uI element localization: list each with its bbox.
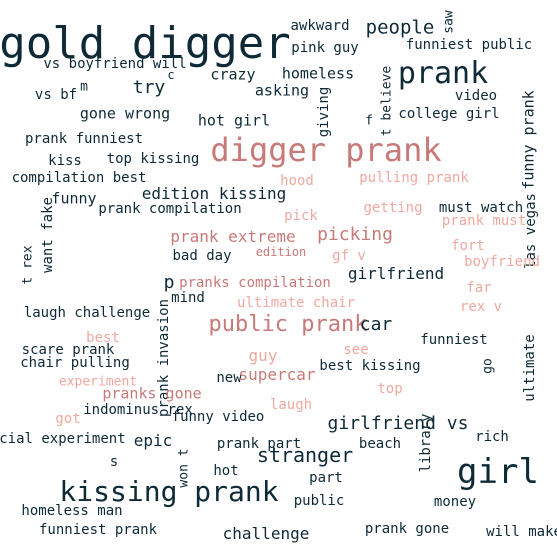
cloud-word: chair pulling xyxy=(20,355,130,371)
cloud-word: gf v xyxy=(332,248,366,264)
cloud-word: pranks gone xyxy=(102,384,202,403)
cloud-word: mind xyxy=(171,290,205,306)
cloud-word: gone wrong xyxy=(79,104,171,123)
cloud-word: hot xyxy=(213,463,239,479)
cloud-word: money xyxy=(433,494,477,510)
cloud-word: must watch xyxy=(438,200,524,216)
cloud-word: pranks compilation xyxy=(179,275,331,291)
cloud-word: people xyxy=(365,16,435,39)
cloud-word: best kissing xyxy=(319,358,421,374)
cloud-word: car xyxy=(359,314,393,335)
cloud-word: pulling prank xyxy=(359,170,469,186)
cloud-word: rich xyxy=(475,429,509,445)
cloud-word: ultimate chair xyxy=(236,295,356,311)
cloud-word: funny xyxy=(51,189,97,208)
cloud-word: awkward xyxy=(290,18,350,34)
cloud-word: homeless xyxy=(281,64,355,83)
cloud-word: edition xyxy=(255,245,307,259)
cloud-word: pink guy xyxy=(291,40,359,56)
cloud-word: gold digger xyxy=(0,18,291,69)
cloud-word: kiss xyxy=(48,153,82,169)
cloud-word: girlfriend vs xyxy=(327,413,469,434)
cloud-word: getting xyxy=(363,200,423,216)
cloud-word: edition kissing xyxy=(141,184,287,203)
cloud-word: top xyxy=(377,381,403,397)
cloud-word: saw xyxy=(441,10,457,34)
cloud-word: vs bf xyxy=(34,87,78,103)
cloud-word: kissing prank xyxy=(59,475,279,508)
cloud-word: scare prank xyxy=(21,342,115,358)
cloud-word: video xyxy=(454,88,498,104)
cloud-word: prank xyxy=(397,56,489,91)
cloud-word: ultimate xyxy=(522,334,538,402)
cloud-word: prank gone xyxy=(364,521,450,537)
cloud-word: stranger xyxy=(256,443,354,467)
cloud-word: m xyxy=(80,79,88,95)
cloud-word: go xyxy=(480,358,496,374)
cloud-word: top kissing xyxy=(106,151,200,167)
cloud-word: asking xyxy=(254,81,310,100)
cloud-word: rex v xyxy=(459,299,503,315)
cloud-word: hood xyxy=(280,173,314,189)
cloud-word: new xyxy=(216,370,242,386)
cloud-word: library xyxy=(418,413,434,473)
cloud-word: prank must xyxy=(441,213,527,229)
cloud-word: part xyxy=(309,470,343,486)
cloud-word: fort xyxy=(451,238,485,254)
cloud-word: challenge xyxy=(222,524,310,543)
cloud-word: homeless man xyxy=(21,503,123,519)
cloud-word: won t xyxy=(176,448,192,488)
cloud-word: supercar xyxy=(238,365,316,384)
cloud-word: social experiment xyxy=(0,431,126,447)
cloud-word: public prank xyxy=(208,312,368,337)
cloud-word: crazy xyxy=(210,65,256,84)
cloud-word: compilation best xyxy=(11,170,147,186)
cloud-word: laugh challenge xyxy=(23,305,151,321)
cloud-word: boyfriend xyxy=(464,254,540,270)
cloud-word: funniest xyxy=(420,332,488,348)
cloud-word: girl xyxy=(457,452,539,492)
cloud-word: prank part xyxy=(216,436,302,452)
cloud-word: laugh xyxy=(269,397,313,413)
cloud-word: bad day xyxy=(172,248,232,264)
cloud-word: indominus rex xyxy=(83,402,193,418)
cloud-word: prank funniest xyxy=(24,131,144,147)
cloud-word: will make xyxy=(486,524,557,540)
cloud-word: s xyxy=(109,454,119,470)
cloud-word: picking xyxy=(317,224,393,245)
cloud-word: got xyxy=(55,411,81,427)
cloud-word: pick xyxy=(284,208,318,224)
cloud-word: vs boyfriend will xyxy=(43,56,187,72)
cloud-word: funny prank xyxy=(519,90,538,190)
cloud-word: girlfriend xyxy=(347,264,445,283)
cloud-word: funniest prank xyxy=(38,522,158,538)
cloud-word: guy xyxy=(248,346,278,365)
cloud-word: funniest public xyxy=(405,37,533,53)
cloud-word: f xyxy=(365,113,373,129)
cloud-word: prank compilation xyxy=(98,201,242,217)
cloud-word: digger prank xyxy=(210,131,442,169)
cloud-word: try xyxy=(132,77,166,98)
cloud-word: giving xyxy=(316,86,332,138)
cloud-word: p xyxy=(163,272,175,293)
cloud-word: beach xyxy=(358,436,402,452)
cloud-word: prank extreme xyxy=(170,227,296,246)
cloud-word: funny video xyxy=(171,409,265,425)
cloud-word: want fake xyxy=(40,197,56,273)
cloud-word: college girl xyxy=(398,106,500,122)
cloud-word: hot girl xyxy=(197,111,271,130)
cloud-word: t believe xyxy=(379,65,395,137)
cloud-word: best xyxy=(86,330,120,346)
cloud-word: t rex xyxy=(20,245,36,285)
cloud-word: public xyxy=(293,493,345,509)
cloud-word: c xyxy=(167,68,175,82)
cloud-word: experiment xyxy=(58,374,138,390)
cloud-word: far xyxy=(466,280,492,296)
cloud-word: see xyxy=(343,342,369,358)
cloud-word: epic xyxy=(133,431,173,450)
